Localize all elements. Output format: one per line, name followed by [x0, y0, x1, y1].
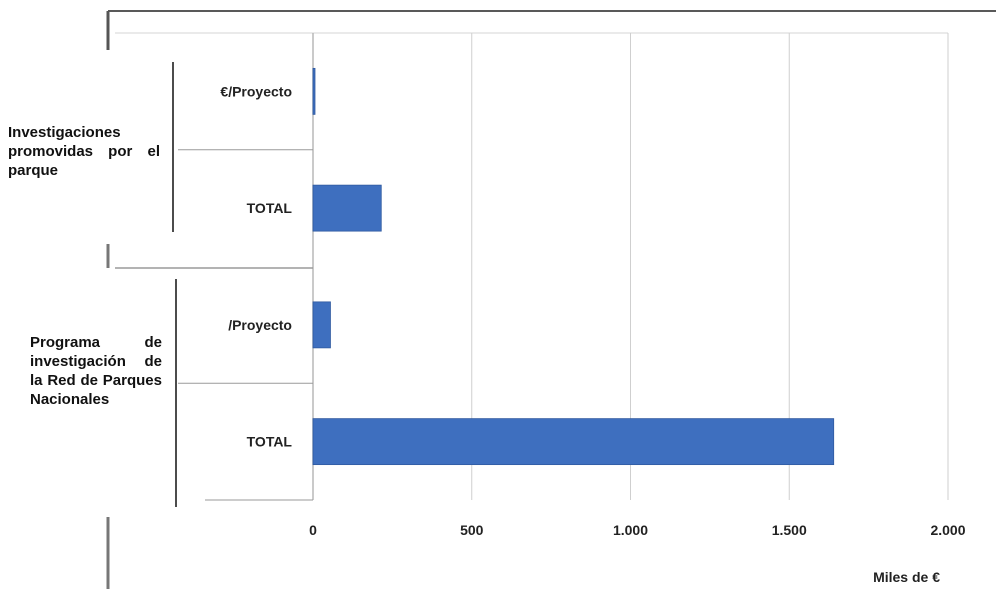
x-tick-label: 1.000	[613, 522, 648, 538]
group-label-investigaciones: Investigaciones promovidas por el parque	[8, 124, 160, 179]
x-tick-labels: 0 500 1.000 1.500 2.000	[309, 522, 966, 538]
x-tick-label: 2.000	[930, 522, 965, 538]
x-tick-label: 0	[309, 522, 317, 538]
bar	[312, 184, 382, 232]
x-axis-label: Miles de €	[873, 569, 940, 585]
category-label: /Proyecto	[228, 317, 292, 333]
category-labels: €/Proyecto TOTAL/Proyecto TOTAL	[220, 83, 292, 449]
bar	[312, 418, 835, 466]
category-label: TOTAL	[247, 434, 293, 450]
bar	[312, 301, 331, 349]
category-separators	[178, 149, 313, 501]
category-label: TOTAL	[247, 200, 293, 216]
x-tick-label: 500	[460, 522, 484, 538]
bar-series	[312, 67, 835, 466]
category-label: €/Proyecto	[220, 83, 292, 99]
x-tick-label: 1.500	[772, 522, 807, 538]
bar	[312, 67, 316, 115]
group-label-programa: Programa de investigación de la Red de P…	[30, 334, 162, 408]
